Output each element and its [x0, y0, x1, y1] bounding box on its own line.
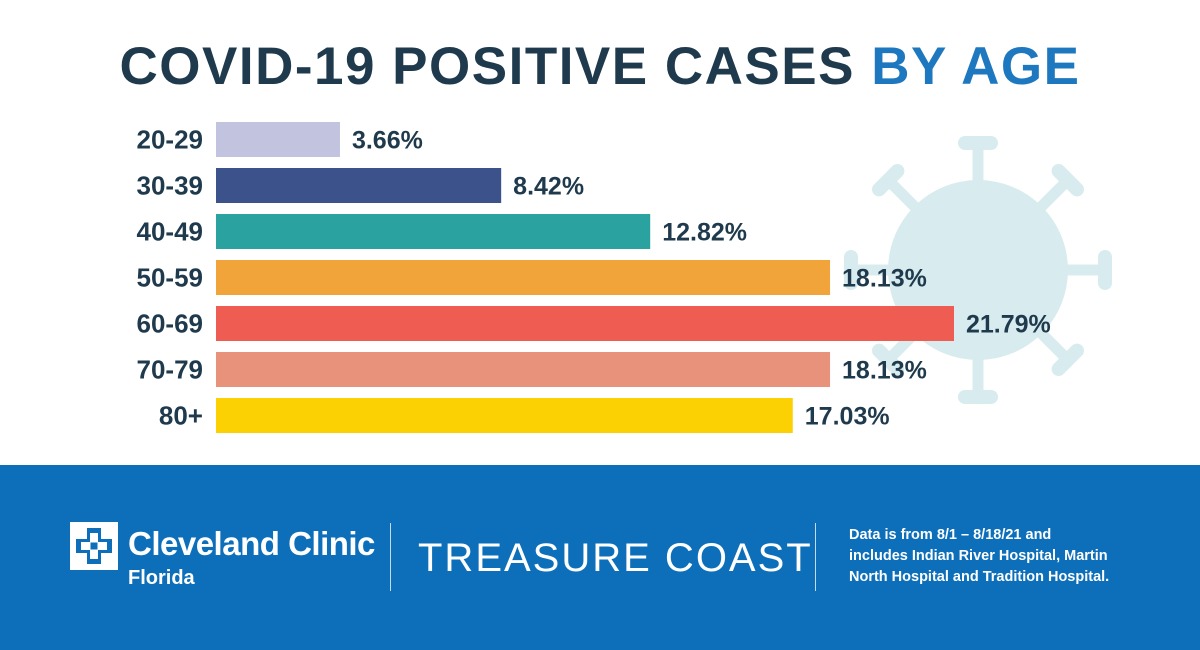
bar: [216, 168, 502, 203]
value-label: 8.42%: [513, 173, 584, 201]
bar: [216, 122, 340, 157]
virus-spike-cap: [872, 343, 905, 376]
chart-title: COVID-19 POSITIVE CASES BY AGE: [0, 40, 1200, 93]
divider: [815, 523, 816, 591]
cleveland-clinic-cross-icon: [70, 522, 118, 570]
bar: [216, 214, 651, 249]
brand-subtitle: Florida: [128, 567, 195, 589]
bar-chart: 20-29 3.66% 30-39 8.42% 40-49 12.82% 50-59 18.1…: [137, 122, 1051, 433]
chart-title-accent: BY AGE: [871, 37, 1081, 96]
bar: [216, 398, 793, 433]
virus-spike-cap: [1051, 164, 1084, 197]
region-label: TREASURE COAST: [418, 536, 813, 580]
value-label: 18.13%: [842, 265, 927, 293]
value-label: 3.66%: [352, 127, 423, 155]
category-label: 50-59: [137, 263, 204, 293]
divider: [390, 523, 391, 591]
virus-spike: [884, 176, 926, 218]
value-label: 21.79%: [966, 311, 1051, 339]
bar: [216, 260, 831, 295]
virus-spike-cap: [872, 164, 905, 197]
data-source-note: Data is from 8/1 – 8/18/21 and includes …: [849, 525, 1169, 588]
value-label: 12.82%: [662, 219, 747, 247]
note-line: includes Indian River Hospital, Martin: [849, 548, 1108, 565]
brand-name: Cleveland Clinic: [128, 525, 375, 562]
bar: [216, 352, 831, 387]
note-line: North Hospital and Tradition Hospital.: [849, 569, 1110, 586]
note-line: Data is from 8/1 – 8/18/21 and: [849, 527, 1052, 543]
virus-spike: [1030, 176, 1072, 218]
category-label: 40-49: [137, 217, 204, 247]
bar: [216, 306, 954, 341]
virus-spike: [1030, 322, 1072, 364]
category-label: 20-29: [137, 125, 204, 155]
category-label: 80+: [159, 401, 203, 431]
value-label: 17.03%: [805, 403, 890, 431]
chart-area: COVID-19 POSITIVE CASES BY AGE 20-29 3.66…: [0, 40, 1200, 433]
chart-title-main: COVID-19 POSITIVE CASES: [119, 37, 855, 96]
category-label: 70-79: [137, 355, 204, 385]
category-label: 60-69: [137, 309, 204, 339]
footer: Cleveland Clinic Florida TREASURE COAST …: [0, 465, 1200, 650]
value-label: 18.13%: [842, 357, 927, 385]
virus-spike-cap: [1051, 343, 1084, 376]
category-label: 30-39: [137, 171, 204, 201]
